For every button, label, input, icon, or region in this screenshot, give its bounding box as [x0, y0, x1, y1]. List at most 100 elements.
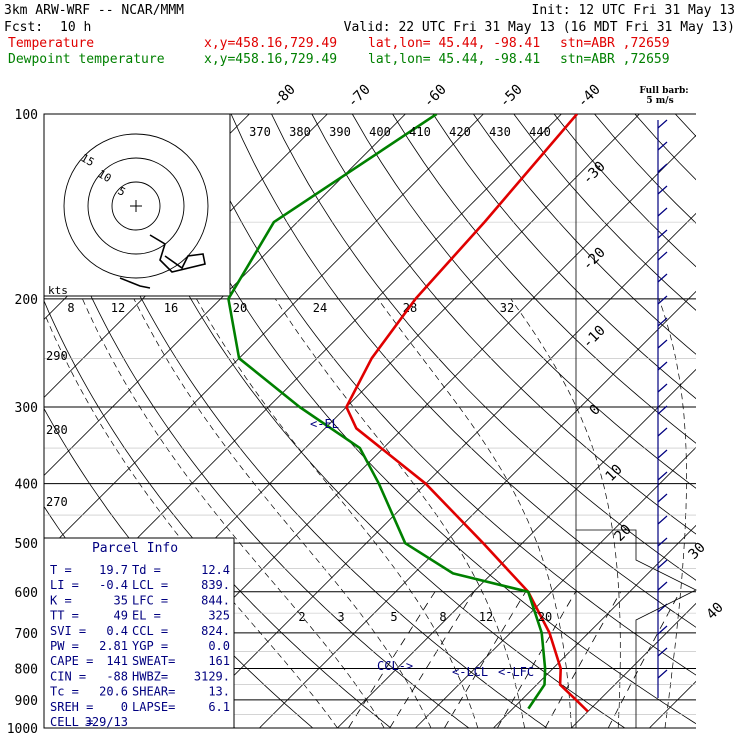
isotherm-line: [571, 602, 696, 728]
parcel-param-label: SHEAR=: [132, 685, 175, 699]
sounding-profiles: [227, 114, 589, 713]
isotherm-line: [493, 524, 696, 728]
theta-e-label: 400: [369, 125, 391, 139]
theta-label: 280: [46, 423, 68, 437]
parcel-param-label: Tc =: [50, 685, 79, 699]
parcel-param-label: CIN =: [50, 669, 86, 683]
dew-legend-label: Dewpoint temperature: [8, 52, 165, 67]
theta-e-label: 380: [289, 125, 311, 139]
isotherm-label: -70: [345, 82, 374, 111]
dry-adiabat: [553, 114, 696, 268]
moist-adiabat: [44, 311, 338, 728]
parcel-info-box: Parcel Info T = 19.7 Td = 12.4 LI = -0.4 LCL = 8…: [43, 537, 235, 729]
dew-legend-latlon: lat,lon= 45.44, -98.41: [368, 52, 540, 67]
wind-barb: [657, 339, 668, 349]
wind-barb: [657, 559, 668, 569]
temp-legend-label: Temperature: [8, 36, 94, 51]
parcel-param-value: 49: [114, 609, 128, 623]
isotherm-line: [44, 114, 406, 476]
isotherm-line: [181, 212, 696, 728]
parcel-param-label: HWBZ=: [132, 669, 168, 683]
wind-barb: [657, 471, 668, 481]
pressure-tick-label: 800: [15, 662, 38, 677]
temp-legend-latlon: lat,lon= 45.44, -98.41: [368, 36, 540, 51]
moist-adiabat: [377, 298, 572, 728]
parcel-param-label: CCL =: [132, 624, 168, 638]
parcel-level-annotation: <-LCL: [452, 665, 488, 679]
dry-adiabat: [432, 114, 696, 400]
mixing-ratio-line: [444, 591, 527, 728]
parcel-param-value: -88: [106, 669, 128, 683]
pressure-tick-label: 500: [15, 537, 38, 552]
wind-barb: [657, 581, 668, 591]
isotherm-label: 40: [704, 600, 727, 623]
dry-adiabat: [594, 114, 696, 224]
theta-e-label: 420: [449, 125, 471, 139]
wind-barb: [657, 361, 668, 371]
isotherm-label: 10: [603, 462, 626, 485]
wind-barb: [657, 515, 668, 525]
temp-legend-stn: stn=ABR ,72659: [560, 36, 670, 51]
dew-legend-stn: stn=ABR ,72659: [560, 52, 670, 67]
hodograph-axis-label: 16: [164, 301, 178, 315]
isotherm-label: 20: [612, 522, 635, 545]
hodograph-axis-label: 20: [233, 301, 247, 315]
wind-barb: [657, 383, 668, 393]
parcel-param-label: YGP =: [132, 639, 168, 653]
parcel-param-label: LI =: [50, 578, 79, 592]
mixing-ratio-label: 2: [298, 610, 305, 624]
pressure-tick-label: 400: [15, 478, 38, 493]
parcel-param-label: SREH =: [50, 700, 93, 714]
mixing-ratio-label: 12: [479, 610, 493, 624]
pressure-tick-label: 200: [15, 293, 38, 308]
isotherm-line: [337, 368, 696, 728]
isotherm-label: -80: [270, 82, 299, 111]
hodograph-ring-label: 15: [79, 151, 97, 169]
dry-adiabat: [634, 114, 696, 181]
wind-barb: [657, 669, 668, 679]
theta-e-label: 430: [489, 125, 511, 139]
hodograph-trace: [149, 234, 206, 273]
mixing-ratio-line: [497, 591, 576, 728]
parcel-param-value: 2.81: [99, 639, 128, 653]
mixing-ratio-label: 8: [439, 610, 446, 624]
wind-barb: [657, 119, 668, 129]
dry-adiabat: [473, 114, 696, 355]
parcel-level-annotation: <-EL: [310, 417, 339, 431]
isotherm-line: [727, 114, 740, 728]
wind-barb: [657, 163, 668, 173]
theta-e-label: 390: [329, 125, 351, 139]
isotherm-line: [0, 114, 15, 728]
hodograph-axis-label: 32: [500, 301, 514, 315]
parcel-param-label: LCL =: [132, 578, 168, 592]
parcel-param-value: 0.0: [208, 639, 230, 653]
parcel-param-value: 6.1: [208, 700, 230, 714]
fcst-value: 10 h: [60, 20, 91, 35]
pressure-tick-label: 900: [15, 694, 38, 709]
dry-adiabat: [716, 114, 740, 728]
fcst-label: Fcst:: [4, 20, 43, 35]
parcel-param-value: 161: [208, 654, 230, 668]
parcel-param-label: CAPE =: [50, 654, 93, 668]
parcel-param-value: 844.: [201, 593, 230, 607]
parcel-param-value: 13.: [208, 685, 230, 699]
temp-legend-xy: x,y=458.16,729.49: [204, 36, 337, 51]
dry-adiabat: [271, 114, 696, 581]
side-frame-outline: [576, 529, 697, 728]
parcel-param-value: -0.4: [99, 578, 128, 592]
wind-barb: [657, 141, 668, 151]
isotherm-label: -50: [497, 82, 526, 111]
hodograph-axis-label: 8: [67, 301, 74, 315]
parcel-param-value: 20.6: [99, 685, 128, 699]
wind-barb: [657, 647, 668, 657]
wind-barb: [657, 273, 668, 283]
parcel-param-value: 0.4: [106, 624, 128, 638]
isotherm-label: 0: [587, 402, 604, 419]
isotherm-label: -60: [421, 82, 450, 111]
parcel-param-value: 0: [121, 700, 128, 714]
isotherm-label: -40: [575, 82, 604, 111]
wind-barb: [657, 427, 668, 437]
pressure-tick-label: 1000: [7, 722, 38, 737]
